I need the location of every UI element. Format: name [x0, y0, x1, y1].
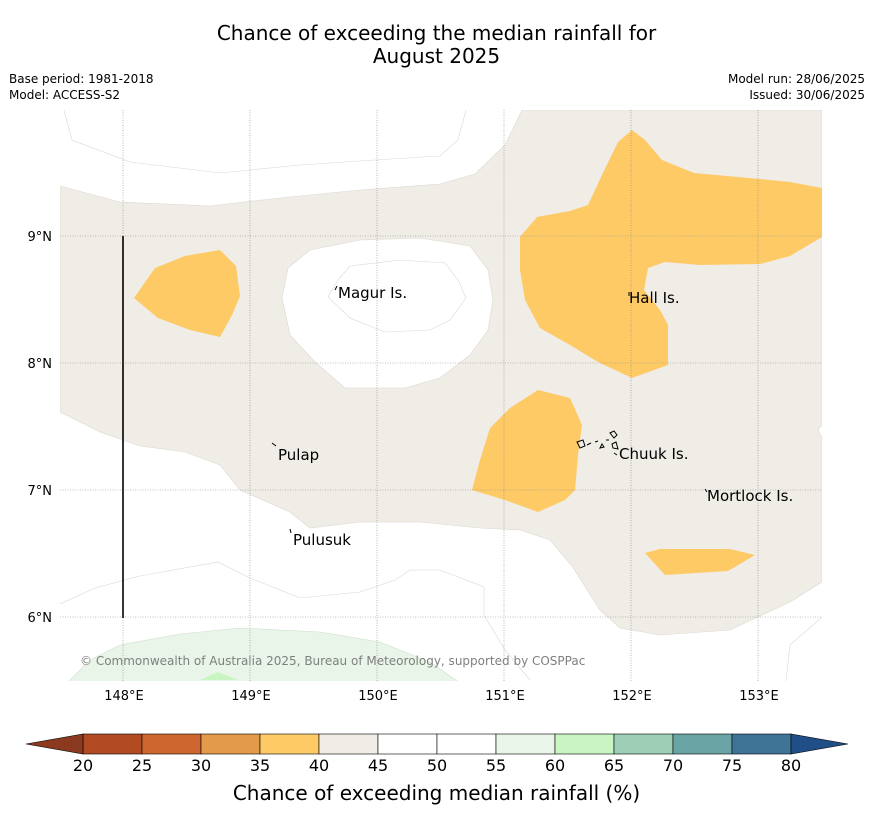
place-pulusuk: Pulusuk [293, 531, 351, 549]
colorbar-under-arrow [25, 733, 84, 755]
place-magur: Magur Is. [338, 284, 407, 302]
colorbar-tick-label: 40 [309, 756, 329, 775]
colorbar-segment [731, 733, 792, 755]
lat-tick-9: 9°N [28, 230, 53, 245]
issued-text: Issued: 30/06/2025 [749, 88, 865, 102]
lat-tick-7: 7°N [28, 484, 53, 499]
colorbar-tick-label: 70 [663, 756, 683, 775]
model-run-text: Model run: 28/06/2025 [727, 72, 865, 86]
lon-tick-150: 150°E [358, 689, 398, 704]
colorbar-over-arrow [790, 733, 849, 755]
colorbar-tick-label: 20 [73, 756, 93, 775]
colorbar-segment [200, 733, 261, 755]
lon-tick-153: 153°E [739, 689, 779, 704]
mortlock-island-outline [704, 488, 708, 493]
lon-tick-152: 152°E [612, 689, 652, 704]
colorbar-segment [82, 733, 143, 755]
pulusuk-island-outline [289, 528, 292, 534]
model-text: Model: ACCESS-S2 [9, 88, 121, 102]
colorbar-segment [141, 733, 202, 755]
title-line-2: August 2025 [372, 44, 501, 68]
colorbar-segment [613, 733, 674, 755]
contour-north [63, 110, 467, 174]
band-45-50-magur [281, 237, 494, 389]
lat-tick-8: 8°N [28, 357, 53, 372]
base-period-text: Base period: 1981-2018 [9, 72, 154, 86]
band-35-40-hall [520, 130, 822, 378]
map-area [60, 110, 822, 681]
magur-island-outline [334, 285, 338, 291]
title-line-1: Chance of exceeding the median rainfall … [216, 21, 657, 45]
band-35-40-west [134, 250, 240, 337]
colorbar-segment [672, 733, 733, 755]
colorbar-segment [436, 733, 497, 755]
lon-tick-labels: 148°E 149°E 150°E 151°E 152°E 153°E [104, 689, 779, 704]
chuuk-lagoon-outline [576, 430, 619, 456]
colorbar-label: Chance of exceeding median rainfall (%) [232, 781, 641, 805]
place-chuuk: Chuuk Is. [619, 445, 688, 463]
colorbar-tick-label: 45 [368, 756, 388, 775]
lat-tick-labels: 9°N 8°N 7°N 6°N [28, 230, 53, 626]
copyright-text: © Commonwealth of Australia 2025, Bureau… [80, 654, 585, 668]
colorbar [25, 733, 849, 755]
band-60-65-region [200, 672, 238, 680]
colorbar-tick-label: 80 [781, 756, 801, 775]
colorbar-tick-label: 35 [250, 756, 270, 775]
meta-left: Base period: 1981-2018 Model: ACCESS-S2 [9, 71, 154, 103]
place-hall: Hall Is. [629, 289, 680, 307]
lon-tick-149: 149°E [231, 689, 271, 704]
chart-title: Chance of exceeding the median rainfall … [0, 22, 873, 68]
lon-tick-151: 151°E [485, 689, 525, 704]
contour-south-1 [60, 561, 531, 681]
place-mortlock: Mortlock Is. [707, 487, 793, 505]
band-35-40-chuuk [472, 390, 582, 512]
colorbar-tick-label: 50 [427, 756, 447, 775]
colorbar-tick-label: 65 [604, 756, 624, 775]
place-pulap: Pulap [278, 446, 319, 464]
islands [271, 285, 708, 534]
lon-tick-148: 148°E [104, 689, 144, 704]
place-labels: Magur Is. Hall Is. Pulap Chuuk Is. Mortl… [278, 284, 793, 549]
lat-tick-6: 6°N [28, 611, 53, 626]
band-55-60-region [68, 627, 458, 681]
contour-southeast [785, 616, 822, 681]
colorbar-segment [377, 733, 438, 755]
pulap-island-outline [271, 442, 277, 447]
colorbar-segment [259, 733, 320, 755]
contour-magur-inner [327, 259, 467, 333]
colorbar-segment [318, 733, 379, 755]
colorbar-segment [554, 733, 615, 755]
meta-right: Model run: 28/06/2025 Issued: 30/06/2025 [728, 71, 865, 103]
band-35-40-south [645, 549, 755, 575]
colorbar-tick-label: 30 [191, 756, 211, 775]
colorbar-tick-labels: 20 25 30 35 40 45 50 55 60 65 70 75 80 [73, 756, 801, 775]
colorbar-tick-label: 75 [722, 756, 742, 775]
colorbar-tick-label: 60 [545, 756, 565, 775]
colorbar-segment [495, 733, 556, 755]
colorbar-tick-label: 55 [486, 756, 506, 775]
colorbar-tick-label: 25 [132, 756, 152, 775]
